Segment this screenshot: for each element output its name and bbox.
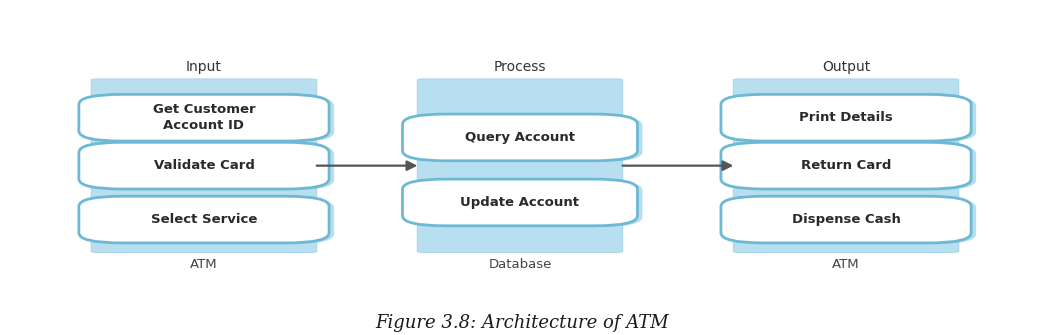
- FancyBboxPatch shape: [726, 197, 976, 244]
- Text: ATM: ATM: [190, 258, 217, 271]
- Text: ATM: ATM: [832, 258, 860, 271]
- FancyBboxPatch shape: [78, 196, 329, 243]
- Text: Return Card: Return Card: [800, 159, 891, 172]
- FancyBboxPatch shape: [417, 79, 623, 253]
- FancyBboxPatch shape: [78, 94, 329, 141]
- Text: Input: Input: [186, 60, 222, 74]
- Text: Select Service: Select Service: [150, 213, 257, 226]
- FancyBboxPatch shape: [408, 180, 643, 227]
- Text: Process: Process: [493, 60, 547, 74]
- FancyBboxPatch shape: [721, 196, 971, 243]
- Text: Database: Database: [488, 258, 552, 271]
- FancyBboxPatch shape: [84, 143, 334, 190]
- FancyBboxPatch shape: [84, 197, 334, 244]
- FancyBboxPatch shape: [721, 94, 971, 141]
- Text: Get Customer
Account ID: Get Customer Account ID: [153, 103, 255, 132]
- FancyBboxPatch shape: [721, 142, 971, 189]
- FancyBboxPatch shape: [78, 142, 329, 189]
- Text: Dispense Cash: Dispense Cash: [792, 213, 901, 226]
- Text: Output: Output: [822, 60, 870, 74]
- Text: Query Account: Query Account: [465, 131, 575, 144]
- FancyBboxPatch shape: [402, 179, 637, 226]
- FancyBboxPatch shape: [726, 143, 976, 190]
- Text: Validate Card: Validate Card: [154, 159, 254, 172]
- FancyBboxPatch shape: [734, 79, 959, 253]
- Text: Figure 3.8: Architecture of ATM: Figure 3.8: Architecture of ATM: [376, 314, 669, 332]
- Text: Print Details: Print Details: [799, 111, 892, 124]
- FancyBboxPatch shape: [726, 95, 976, 142]
- FancyBboxPatch shape: [408, 115, 643, 162]
- FancyBboxPatch shape: [402, 114, 637, 161]
- Text: Update Account: Update Account: [461, 196, 580, 209]
- FancyBboxPatch shape: [84, 95, 334, 142]
- FancyBboxPatch shape: [91, 79, 317, 253]
